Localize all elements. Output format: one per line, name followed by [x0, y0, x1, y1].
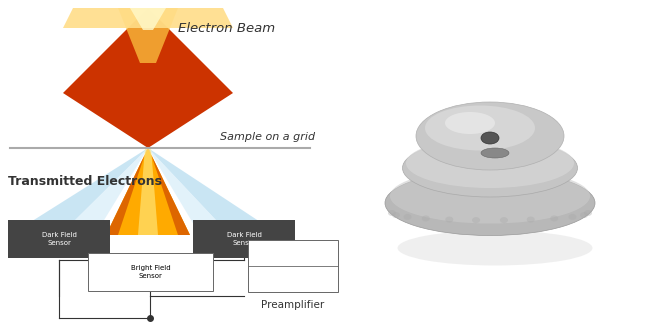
- Ellipse shape: [446, 216, 453, 222]
- Ellipse shape: [402, 139, 577, 197]
- Polygon shape: [63, 8, 148, 148]
- Ellipse shape: [569, 214, 577, 220]
- Ellipse shape: [445, 112, 495, 134]
- Ellipse shape: [472, 217, 480, 223]
- Polygon shape: [60, 148, 148, 235]
- Polygon shape: [130, 8, 166, 30]
- Polygon shape: [63, 8, 233, 28]
- Polygon shape: [148, 148, 190, 235]
- Ellipse shape: [416, 102, 564, 170]
- Polygon shape: [138, 148, 158, 235]
- Text: Electron Beam: Electron Beam: [178, 22, 275, 35]
- Text: Dark Field
Sensor: Dark Field Sensor: [226, 232, 261, 246]
- Ellipse shape: [550, 215, 558, 221]
- Ellipse shape: [385, 170, 595, 235]
- Ellipse shape: [584, 210, 592, 216]
- Ellipse shape: [390, 168, 590, 223]
- Text: Dark Field
Sensor: Dark Field Sensor: [42, 232, 76, 246]
- Polygon shape: [148, 148, 280, 235]
- Polygon shape: [148, 8, 233, 148]
- Polygon shape: [106, 148, 190, 235]
- FancyBboxPatch shape: [248, 240, 338, 292]
- Polygon shape: [118, 8, 178, 63]
- Ellipse shape: [422, 215, 430, 221]
- Polygon shape: [10, 148, 148, 235]
- FancyBboxPatch shape: [88, 253, 213, 291]
- Ellipse shape: [500, 217, 508, 223]
- Ellipse shape: [425, 106, 535, 151]
- Ellipse shape: [406, 138, 574, 188]
- Ellipse shape: [580, 212, 588, 218]
- Ellipse shape: [392, 212, 400, 218]
- Ellipse shape: [481, 132, 499, 144]
- Polygon shape: [106, 148, 148, 235]
- Ellipse shape: [481, 148, 509, 158]
- Text: Bright Field
Sensor: Bright Field Sensor: [130, 265, 170, 279]
- Ellipse shape: [388, 210, 396, 216]
- FancyBboxPatch shape: [193, 220, 295, 258]
- Text: Sample on a grid: Sample on a grid: [220, 132, 315, 142]
- Text: Transmitted Electrons: Transmitted Electrons: [8, 175, 162, 188]
- Ellipse shape: [397, 230, 592, 265]
- FancyBboxPatch shape: [8, 220, 110, 258]
- Ellipse shape: [404, 214, 412, 220]
- Ellipse shape: [527, 216, 535, 222]
- Polygon shape: [148, 148, 230, 235]
- Text: Preamplifier: Preamplifier: [261, 300, 324, 310]
